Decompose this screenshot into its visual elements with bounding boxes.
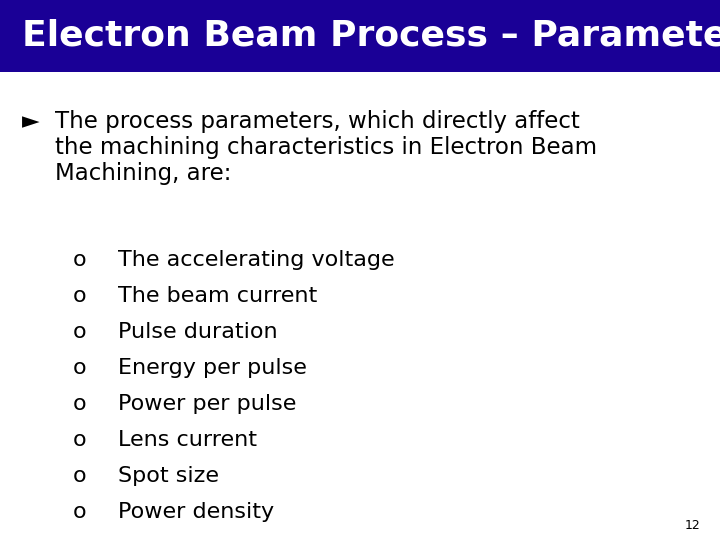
Text: o: o [73,394,87,414]
Text: o: o [73,430,87,450]
Text: Power per pulse: Power per pulse [118,394,297,414]
Text: o: o [73,358,87,378]
Text: Spot size: Spot size [118,466,219,486]
Text: Lens current: Lens current [118,430,257,450]
Text: Pulse duration: Pulse duration [118,322,278,342]
Text: Energy per pulse: Energy per pulse [118,358,307,378]
Text: Machining, are:: Machining, are: [55,162,231,185]
Text: Electron Beam Process – Parameters: Electron Beam Process – Parameters [22,19,720,53]
Text: o: o [73,250,87,270]
Bar [0,0,720,72]
Text: the machining characteristics in Electron Beam: the machining characteristics in Electro… [55,136,597,159]
Text: The process parameters, which directly affect: The process parameters, which directly a… [55,110,580,133]
Text: o: o [73,322,87,342]
Text: The accelerating voltage: The accelerating voltage [118,250,395,270]
Text: ►: ► [22,110,40,133]
Text: The beam current: The beam current [118,286,318,306]
Text: o: o [73,286,87,306]
Text: Power density: Power density [118,502,274,522]
Text: 12: 12 [684,519,700,532]
Text: o: o [73,466,87,486]
Text: o: o [73,502,87,522]
